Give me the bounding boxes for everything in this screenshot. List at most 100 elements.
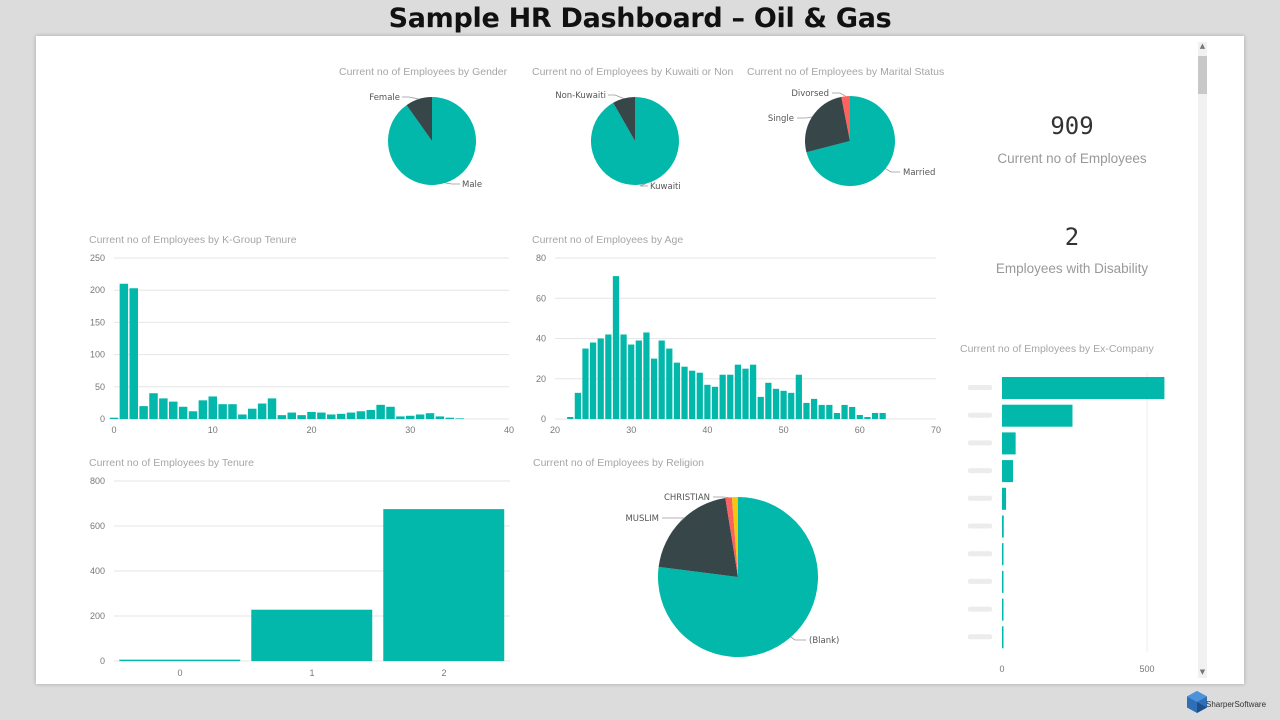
excompany-category-label-obscured	[968, 412, 992, 418]
kgroup-bar	[218, 404, 227, 419]
age-bar	[765, 382, 772, 419]
religion-pie-slice	[725, 497, 738, 577]
kgroup-bar	[376, 404, 385, 419]
age-bar	[871, 412, 879, 419]
kgroup-bar	[346, 412, 356, 419]
kgroup-bar	[188, 411, 198, 419]
excompany-bar	[1002, 543, 1004, 566]
excompany-bar	[1002, 404, 1073, 427]
kgroup-y-tick-label: 150	[90, 317, 105, 327]
kgroup-chart-title: Current no of Employees by K-Group Tenur…	[89, 234, 297, 246]
religion-pie-slice	[658, 498, 738, 577]
kgroup-bar	[198, 400, 208, 419]
tenure-chart-title: Current no of Employees by Tenure	[89, 457, 254, 469]
kgroup-bar	[307, 411, 316, 419]
excompany-category-label-obscured	[968, 495, 992, 501]
employees-card-label: Current no of Employees	[997, 151, 1147, 166]
age-bar	[810, 398, 818, 419]
marital-slice-label: Single	[768, 114, 794, 124]
age-bar	[612, 276, 620, 419]
age-x-tick-label: 20	[550, 425, 560, 435]
scroll-up-arrow-icon[interactable]: ▲	[1199, 42, 1206, 50]
scroll-down-arrow-icon[interactable]: ▼	[1199, 668, 1206, 676]
religion-leader-line	[662, 517, 685, 522]
kuwaiti-pie-slice	[613, 97, 635, 141]
age-bar	[658, 340, 665, 419]
age-bar	[864, 416, 871, 419]
kgroup-bar	[228, 404, 237, 419]
scrollbar-track[interactable]	[1198, 42, 1207, 678]
disability-card-label: Employees with Disability	[995, 261, 1149, 276]
age-bar	[719, 374, 726, 419]
tenure-x-tick-label: 2	[441, 668, 446, 678]
marital-slice-label: Married	[903, 168, 935, 178]
religion-slice-label: MUSLIM	[625, 514, 659, 524]
age-bar	[650, 358, 658, 419]
excompany-category-label-obscured	[968, 523, 992, 529]
marital-pie-slice	[806, 96, 896, 186]
kgroup-bar	[415, 414, 425, 419]
age-bar	[620, 334, 627, 419]
religion-chart-title: Current no of Employees by Religion	[533, 457, 705, 469]
tenure-bar	[251, 609, 373, 661]
kgroup-bar	[386, 406, 395, 419]
age-bar	[574, 392, 581, 419]
sharpersoftware-logo-icon	[1187, 691, 1207, 713]
marital-slice-label: Divorsed	[791, 89, 829, 99]
age-chart-title: Current no of Employees by Age	[532, 234, 684, 246]
excompany-bar	[1002, 460, 1014, 483]
kgroup-bar	[129, 288, 138, 419]
kgroup-y-tick-label: 200	[90, 285, 105, 295]
age-y-tick-label: 60	[536, 293, 546, 303]
age-bar	[635, 340, 642, 419]
kgroup-y-tick-label: 100	[90, 350, 105, 360]
scrollbar-thumb[interactable]	[1198, 56, 1207, 94]
age-bar	[711, 386, 719, 419]
age-x-tick-label: 70	[931, 425, 941, 435]
marital-leader-line	[797, 116, 812, 119]
kgroup-bar	[356, 411, 366, 419]
dashboard-title: Sample HR Dashboard – Oil & Gas	[388, 3, 892, 34]
age-bar	[879, 412, 886, 419]
age-bar	[841, 404, 848, 419]
age-y-tick-label: 40	[536, 334, 546, 344]
kgroup-bar	[139, 406, 148, 419]
age-bar	[597, 338, 604, 419]
kgroup-bar	[159, 398, 168, 419]
age-x-tick-label: 60	[855, 425, 865, 435]
kgroup-bar	[455, 418, 464, 419]
age-y-tick-label: 20	[536, 374, 546, 384]
age-bar	[589, 342, 597, 419]
religion-leader-line	[713, 496, 729, 498]
tenure-y-tick-label: 200	[90, 611, 105, 621]
age-bar	[826, 404, 833, 419]
kuwaiti-slice-label: Non-Kuwaiti	[555, 91, 606, 101]
religion-slice-label: (Blank)	[809, 636, 839, 646]
age-y-tick-label: 80	[536, 253, 546, 263]
age-bar	[727, 374, 734, 419]
age-bar	[750, 364, 757, 419]
age-bar	[567, 416, 574, 419]
kgroup-bar	[248, 408, 257, 419]
age-bar	[704, 384, 711, 419]
religion-leader-line	[790, 636, 806, 641]
kgroup-bar	[435, 416, 445, 419]
age-x-tick-label: 40	[702, 425, 712, 435]
tenure-y-tick-label: 800	[90, 476, 105, 486]
age-bar	[757, 396, 764, 419]
excompany-bar	[1002, 515, 1004, 538]
age-y-tick-label: 0	[541, 414, 546, 424]
kgroup-bar	[119, 283, 129, 419]
kuwaiti-slice-label: Kuwaiti	[650, 182, 681, 192]
age-bar	[666, 348, 673, 419]
age-bar	[643, 332, 650, 419]
excompany-category-label-obscured	[968, 468, 992, 474]
marital-leader-line	[885, 168, 900, 173]
age-bar	[673, 362, 681, 419]
kgroup-bar	[208, 396, 217, 419]
kgroup-x-tick-label: 0	[111, 425, 116, 435]
marital-pie-slice	[805, 96, 850, 153]
age-x-tick-label: 50	[779, 425, 789, 435]
age-bar	[803, 402, 810, 419]
